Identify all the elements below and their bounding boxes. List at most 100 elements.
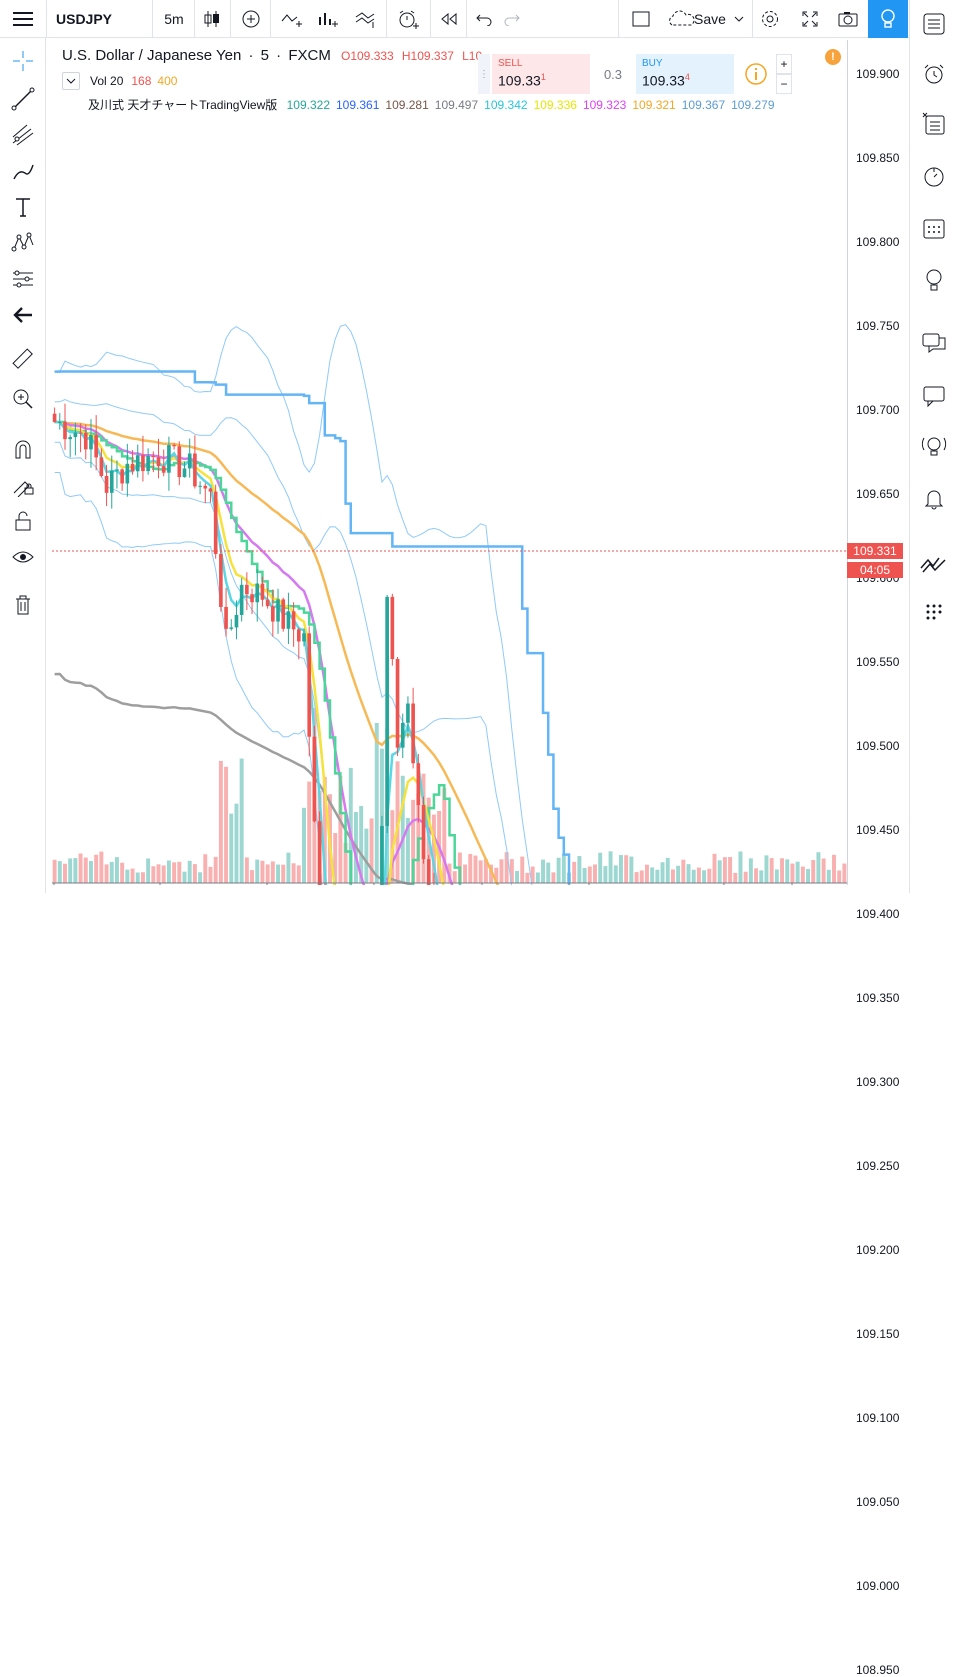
sell-button[interactable]: SELL 109.331 — [492, 54, 590, 94]
candle — [213, 491, 218, 555]
warning-icon[interactable]: ! — [825, 49, 841, 65]
volume-bar — [120, 862, 125, 883]
volume-bar — [135, 872, 140, 883]
volume-bar — [754, 868, 759, 883]
price-tick-label: 109.300 — [856, 1075, 900, 1089]
volume-bar — [99, 851, 104, 883]
save-button[interactable]: Save — [694, 11, 726, 27]
watchlist-icon[interactable] — [918, 8, 950, 40]
volume-bar — [203, 854, 208, 883]
info-icon[interactable] — [736, 54, 776, 94]
volume-bar — [239, 758, 244, 883]
volume-bar — [224, 766, 229, 883]
collapse-legend-chevron-icon[interactable] — [62, 72, 80, 90]
eye-icon[interactable] — [6, 542, 40, 572]
volume-bar — [307, 781, 312, 883]
gear-icon[interactable] — [756, 0, 784, 38]
volume-bar — [270, 861, 275, 883]
data-window-icon[interactable] — [918, 108, 950, 140]
ideas-icon[interactable] — [918, 264, 950, 296]
candle — [385, 596, 389, 826]
pattern-icon[interactable] — [6, 228, 40, 258]
candle — [146, 456, 150, 472]
chat-icon[interactable] — [918, 380, 950, 412]
streams-icon[interactable] — [918, 430, 950, 462]
price-axis[interactable]: 109.900 109.850 109.800 109.750 109.700 109.6… — [847, 40, 909, 1677]
chats-icon[interactable] — [918, 328, 950, 360]
redo-icon[interactable] — [500, 0, 524, 38]
alert-icon[interactable] — [394, 0, 422, 38]
brush-icon[interactable] — [6, 156, 40, 186]
volume-bar — [598, 852, 603, 883]
candle — [239, 584, 244, 615]
bollinger-upper-inner-line — [54, 398, 513, 885]
fullscreen-chart-icon[interactable] — [628, 0, 654, 38]
volume-bar — [250, 870, 255, 883]
volume-bar — [769, 858, 774, 883]
candle — [167, 445, 171, 473]
price-tick-label: 109.100 — [856, 1411, 900, 1425]
minus-icon[interactable]: − — [776, 74, 792, 94]
dots-grid-icon[interactable] — [918, 596, 950, 628]
indicators-icon[interactable] — [278, 0, 306, 38]
volume-bar — [624, 855, 629, 883]
candle — [260, 583, 265, 600]
pitchfork-icon[interactable] — [6, 120, 40, 150]
price-tick-label: 109.450 — [856, 823, 900, 837]
candles-icon[interactable] — [198, 0, 226, 38]
trash-icon[interactable] — [6, 590, 40, 620]
buy-button[interactable]: BUY 109.334 — [636, 54, 734, 94]
hotlist-icon[interactable] — [918, 160, 950, 192]
chevron-down-icon[interactable] — [730, 0, 748, 38]
price-tick-label: 109.750 — [856, 319, 900, 333]
undo-icon[interactable] — [472, 0, 496, 38]
trend-line-icon[interactable] — [6, 84, 40, 114]
ideas-lightbulb-icon[interactable] — [868, 0, 908, 38]
arrow-left-icon[interactable] — [6, 300, 40, 330]
ruler-icon[interactable] — [6, 344, 40, 374]
current-price-label: 109.331 — [847, 543, 903, 559]
lock-drawing-icon[interactable] — [6, 470, 40, 500]
lock-icon[interactable] — [6, 506, 40, 536]
collapse-panel-icon[interactable] — [918, 548, 950, 580]
interval-button[interactable]: 5m — [164, 11, 184, 27]
symbol-search[interactable]: USDJPY — [56, 11, 113, 27]
volume-bar — [665, 857, 670, 883]
magnet-icon[interactable] — [6, 434, 40, 464]
candle — [224, 606, 228, 629]
add-indicator-icon[interactable] — [238, 0, 264, 38]
volume-bar — [655, 869, 660, 883]
menu-icon[interactable] — [6, 0, 40, 38]
candle — [271, 606, 275, 622]
calendar-icon[interactable] — [918, 212, 950, 244]
templates-icon[interactable] — [352, 0, 380, 38]
plus-icon[interactable]: + — [776, 54, 792, 74]
zoom-icon[interactable] — [6, 384, 40, 414]
alarm-clock-icon[interactable] — [918, 58, 950, 90]
volume-bar — [800, 866, 805, 883]
prediction-icon[interactable] — [6, 264, 40, 294]
top-toolbar: USDJPY 5m Save — [0, 0, 956, 38]
price-chart[interactable] — [52, 40, 847, 885]
cloud-icon[interactable] — [664, 0, 698, 38]
expand-icon[interactable] — [796, 0, 824, 38]
candle — [390, 596, 395, 660]
volume-bar — [229, 813, 234, 883]
candle — [400, 722, 405, 748]
camera-icon[interactable] — [834, 0, 862, 38]
volume-bar — [302, 807, 306, 883]
drag-handle-icon[interactable]: ⋮ — [478, 54, 490, 94]
compare-icon[interactable] — [314, 0, 342, 38]
candle — [120, 469, 124, 484]
volume-bar — [535, 872, 540, 883]
volume-bar — [291, 863, 296, 883]
notifications-bell-icon[interactable] — [918, 482, 950, 514]
volume-bar — [541, 859, 546, 883]
replay-icon[interactable] — [436, 0, 462, 38]
crosshair-icon[interactable] — [6, 46, 40, 76]
candle — [182, 468, 187, 478]
volume-bar — [618, 855, 623, 883]
bollinger-lower-line — [54, 471, 323, 885]
text-icon[interactable] — [6, 192, 40, 222]
volume-bar — [333, 833, 338, 883]
